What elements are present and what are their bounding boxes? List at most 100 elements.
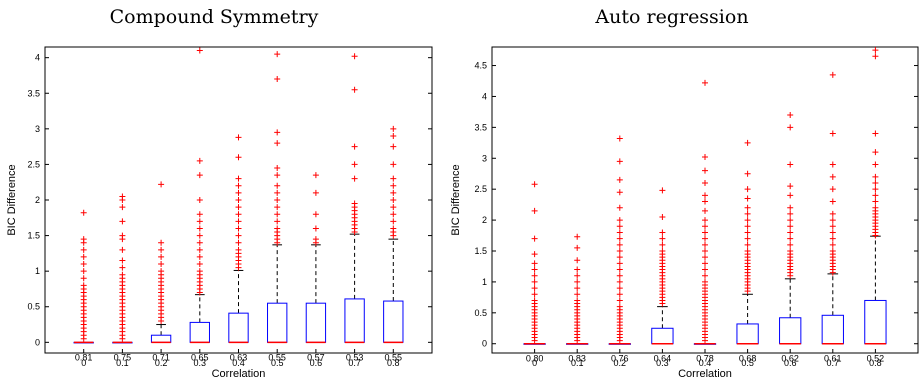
outlier-point (158, 246, 165, 253)
outlier-point (659, 187, 666, 194)
outlier-point (616, 135, 623, 142)
outlier-point (744, 235, 751, 242)
proportion-annotation: 0.81 (75, 352, 93, 362)
x-tick-label: 0.8 (869, 358, 882, 368)
box (344, 298, 365, 343)
outlier-point (235, 211, 242, 218)
outlier-point (829, 71, 836, 78)
outlier-point (235, 197, 242, 203)
outlier-point (196, 47, 203, 54)
outlier-point (574, 297, 581, 304)
outlier-point (574, 266, 581, 273)
outlier-point (574, 291, 581, 298)
y-tick-label: 0 (35, 337, 40, 347)
outlier-point (274, 211, 281, 218)
outlier-point (872, 192, 879, 199)
outlier-point (702, 207, 708, 214)
y-tick-label: 4 (482, 91, 487, 101)
outlier-point (531, 207, 538, 214)
outlier-point (119, 218, 126, 225)
outlier-point (616, 260, 623, 267)
outlier-point (872, 130, 879, 137)
outlier-point (616, 229, 623, 236)
outlier-point (119, 257, 126, 264)
x-tick-label: 0.2 (614, 358, 627, 368)
outlier-point (312, 189, 319, 196)
outlier-point (235, 189, 242, 196)
outlier-point (702, 192, 708, 199)
outlier-point (787, 192, 794, 199)
outlier-point (274, 129, 281, 136)
proportion-annotation: 0.64 (654, 354, 672, 364)
outlier-point (390, 132, 397, 139)
x-tick-label: 0.7 (827, 358, 840, 368)
outlier-point (744, 217, 751, 224)
outlier-point (80, 253, 87, 260)
box-group: 0.68 (736, 139, 759, 364)
outlier-point (80, 275, 87, 282)
outlier-point (659, 248, 666, 254)
x-tick-label: 0.1 (116, 358, 129, 368)
box-group: 0.76 (608, 135, 631, 364)
outlier-point (829, 173, 836, 180)
outlier-point (390, 143, 397, 150)
outlier-point (390, 218, 397, 225)
outlier-point (702, 180, 708, 186)
x-tick-label: 0.8 (387, 358, 400, 368)
outlier-point (702, 254, 708, 261)
outlier-point (702, 260, 708, 267)
outlier-point (872, 204, 879, 211)
box-group: 0.55 (267, 51, 288, 362)
outlier-point (744, 186, 751, 193)
outlier-point (390, 225, 397, 232)
box-group: 0.65 (189, 47, 210, 362)
outlier-point (531, 285, 538, 292)
outlier-point (702, 217, 708, 224)
outlier-point (351, 161, 358, 168)
outlier-point (351, 86, 358, 93)
proportion-annotation: 0.65 (191, 352, 209, 362)
outlier-point (531, 260, 538, 267)
x-tick-label: 0.6 (310, 358, 323, 368)
outlier-point (787, 161, 794, 168)
outlier-point (616, 272, 623, 279)
outlier-point (616, 291, 623, 298)
box-group: 0.80 (523, 181, 546, 364)
box-group: 0.52 (864, 47, 887, 364)
box (821, 314, 844, 345)
outlier-point (659, 235, 666, 242)
outlier-point (872, 186, 879, 193)
y-tick-label: 1.5 (474, 246, 487, 256)
outlier-point (616, 248, 623, 254)
x-tick-label: 0.1 (571, 358, 584, 368)
outlier-point (787, 112, 794, 118)
outlier-point (235, 246, 242, 253)
box (383, 300, 404, 343)
outlier-point (119, 264, 126, 271)
proportion-annotation: 0.78 (696, 354, 714, 364)
proportion-annotation: 0.68 (739, 354, 757, 364)
outlier-point (574, 257, 581, 264)
outlier-point (235, 204, 242, 211)
outlier-point (531, 181, 538, 188)
x-axis-label: Correlation (678, 368, 732, 380)
outlier-point (872, 173, 879, 180)
box-group: 0.64 (651, 187, 674, 364)
outlier-point (196, 197, 203, 203)
box-group: 0.62 (779, 112, 802, 364)
outlier-point (616, 266, 623, 273)
outlier-point (390, 204, 397, 211)
x-tick-label: 0.2 (155, 358, 168, 368)
outlier-point (787, 183, 794, 190)
outlier-point (351, 200, 358, 207)
outlier-point (616, 254, 623, 261)
box-group: 0.53 (344, 53, 365, 362)
outlier-point (312, 211, 319, 218)
outlier-point (574, 285, 581, 292)
outlier-point (196, 246, 203, 253)
y-tick-label: 3 (482, 153, 487, 163)
outlier-point (119, 246, 126, 253)
outlier-point (787, 235, 794, 242)
outlier-point (119, 232, 126, 239)
outlier-point (744, 241, 751, 248)
